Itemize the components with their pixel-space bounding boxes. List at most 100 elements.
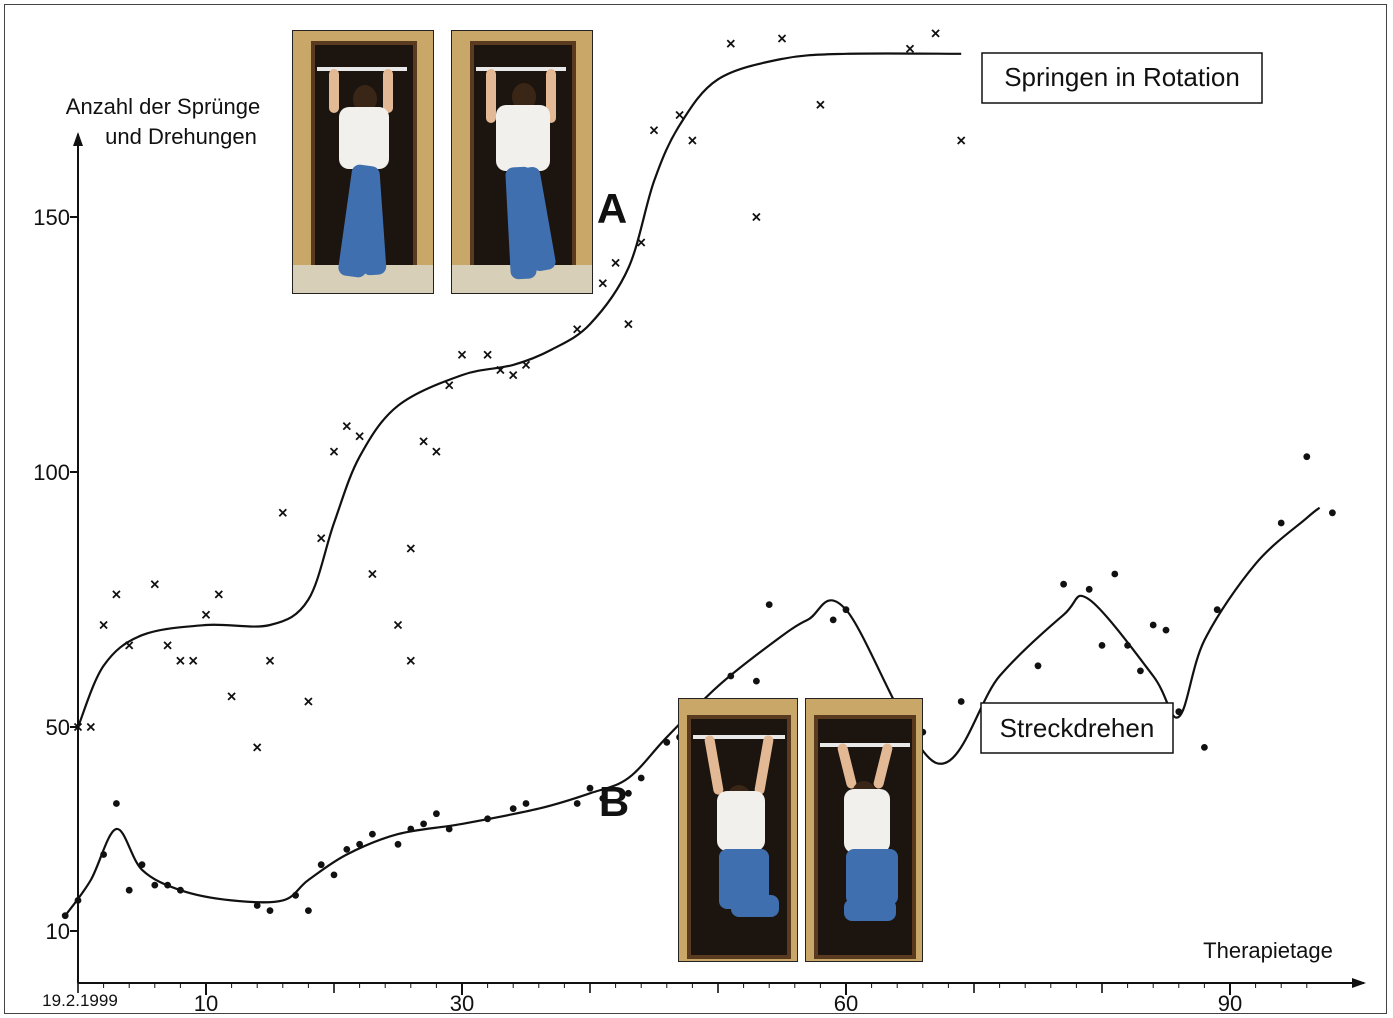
data-point-dot-marker — [1111, 570, 1119, 578]
data-point-dot-marker — [74, 897, 82, 904]
data-point-x-marker — [675, 110, 684, 120]
data-point-x-marker — [265, 656, 275, 665]
y-tick-label: 50 — [46, 715, 70, 740]
data-point-dot-marker — [138, 861, 146, 869]
data-point-x-marker — [304, 697, 313, 706]
y-axis-label-line1: Anzahl der Sprünge — [66, 94, 260, 119]
x-tick-label: 90 — [1218, 991, 1242, 1016]
data-point-dot-marker — [1034, 662, 1042, 670]
photo-pullup-1 — [292, 30, 434, 294]
data-point-dot-marker — [330, 871, 338, 879]
data-point-dot-marker — [1098, 642, 1106, 649]
photo-hang-2 — [805, 698, 923, 962]
data-point-x-marker — [432, 447, 441, 456]
y-tick-label: 150 — [33, 205, 70, 230]
data-point-x-marker — [931, 29, 940, 38]
data-point-dot-marker — [522, 800, 530, 807]
data-point-dot-marker — [253, 902, 261, 909]
data-point-dot-marker — [1303, 453, 1311, 461]
x-tick-label: 10 — [194, 991, 218, 1016]
data-point-dot-marker — [1149, 621, 1157, 629]
data-point-x-marker — [611, 258, 620, 268]
data-point-dot-marker — [599, 795, 607, 802]
data-point-dot-marker — [369, 830, 376, 838]
data-point-x-marker — [278, 508, 287, 517]
data-point-x-marker — [253, 743, 262, 752]
data-point-x-marker — [726, 39, 735, 48]
fit-curve-streckdrehen — [64, 506, 1321, 917]
data-point-dot-marker — [1175, 708, 1183, 716]
data-point-dot-marker — [753, 677, 760, 685]
x-start-date-label: 19.2.1999 — [42, 991, 118, 1010]
photo-pullup-2 — [451, 30, 593, 294]
series-letter-a: A — [597, 185, 627, 232]
data-point-dot-marker — [266, 907, 274, 914]
data-point-x-marker — [406, 544, 415, 553]
data-point-dot-marker — [305, 907, 312, 914]
data-point-dot-marker — [113, 800, 120, 807]
data-point-dot-marker — [842, 606, 850, 614]
data-point-dot-marker — [343, 846, 351, 853]
data-point-x-marker — [816, 100, 825, 109]
y-tick-label: 100 — [33, 460, 70, 485]
data-point-dot-marker — [1277, 519, 1285, 527]
x-tick-label: 60 — [834, 991, 858, 1016]
data-point-x-marker — [86, 722, 95, 732]
data-point-dot-marker — [394, 840, 402, 848]
data-point-x-marker — [176, 656, 185, 665]
data-point-dot-marker — [1201, 744, 1208, 751]
data-point-x-marker — [393, 620, 403, 630]
data-point-dot-marker — [509, 805, 517, 812]
data-point-dot-marker — [433, 810, 440, 818]
axes: 10 30 60 90 10 50 100 150 — [33, 132, 1366, 1016]
legend-label-b: Streckdrehen — [1000, 713, 1155, 743]
data-point-dot-marker — [61, 912, 69, 920]
legend-label-a: Springen in Rotation — [1004, 62, 1240, 92]
data-point-x-marker — [573, 325, 582, 334]
data-point-dot-marker — [765, 601, 773, 608]
data-point-x-marker — [355, 432, 364, 441]
data-point-dot-marker — [356, 840, 363, 848]
data-point-dot-marker — [625, 789, 632, 797]
data-point-dot-marker — [151, 881, 159, 889]
data-point-x-marker — [368, 569, 377, 579]
data-point-dot-marker — [1060, 580, 1067, 588]
data-point-dot-marker — [125, 886, 133, 894]
data-point-dot-marker — [829, 616, 837, 624]
data-point-x-marker — [445, 381, 454, 390]
data-point-dot-marker — [663, 738, 671, 746]
y-tick-label: 10 — [46, 919, 70, 944]
series-letter-b: B — [599, 778, 629, 825]
data-point-dot-marker — [484, 815, 491, 823]
data-point-x-marker — [189, 656, 198, 665]
data-point-dot-marker — [586, 784, 594, 792]
data-point-x-marker — [163, 641, 172, 650]
data-point-dot-marker — [1213, 606, 1221, 614]
data-point-dot-marker — [407, 825, 415, 833]
data-point-x-marker — [112, 590, 121, 599]
data-point-x-marker — [649, 126, 659, 135]
fit-curve-springen-in-rotation — [76, 52, 962, 728]
data-point-x-marker — [483, 350, 492, 359]
axis-labels: Anzahl der Sprünge und Drehungen Therapi… — [42, 94, 1333, 1010]
data-point-x-marker — [777, 34, 787, 43]
data-point-x-marker — [73, 722, 83, 732]
data-point-x-marker — [342, 421, 351, 431]
y-axis-label-line2: und Drehungen — [105, 124, 257, 149]
data-point-dot-marker — [317, 861, 325, 869]
data-point-dot-marker — [1137, 667, 1144, 675]
data-point-x-marker — [598, 279, 607, 288]
data-point-x-marker — [521, 360, 531, 370]
data-point-x-marker — [329, 447, 339, 456]
data-point-x-marker — [214, 590, 223, 599]
data-point-dot-marker — [177, 886, 184, 894]
data-point-dot-marker — [100, 851, 107, 858]
data-point-x-marker — [201, 610, 211, 619]
data-point-dot-marker — [1085, 585, 1093, 593]
x-axis-label: Therapietage — [1203, 938, 1333, 963]
chart-frame — [4, 4, 1387, 1014]
x-tick-label: 30 — [450, 991, 474, 1016]
data-point-x-marker — [317, 534, 326, 543]
data-point-x-marker — [99, 620, 108, 630]
data-point-dot-marker — [573, 800, 581, 807]
